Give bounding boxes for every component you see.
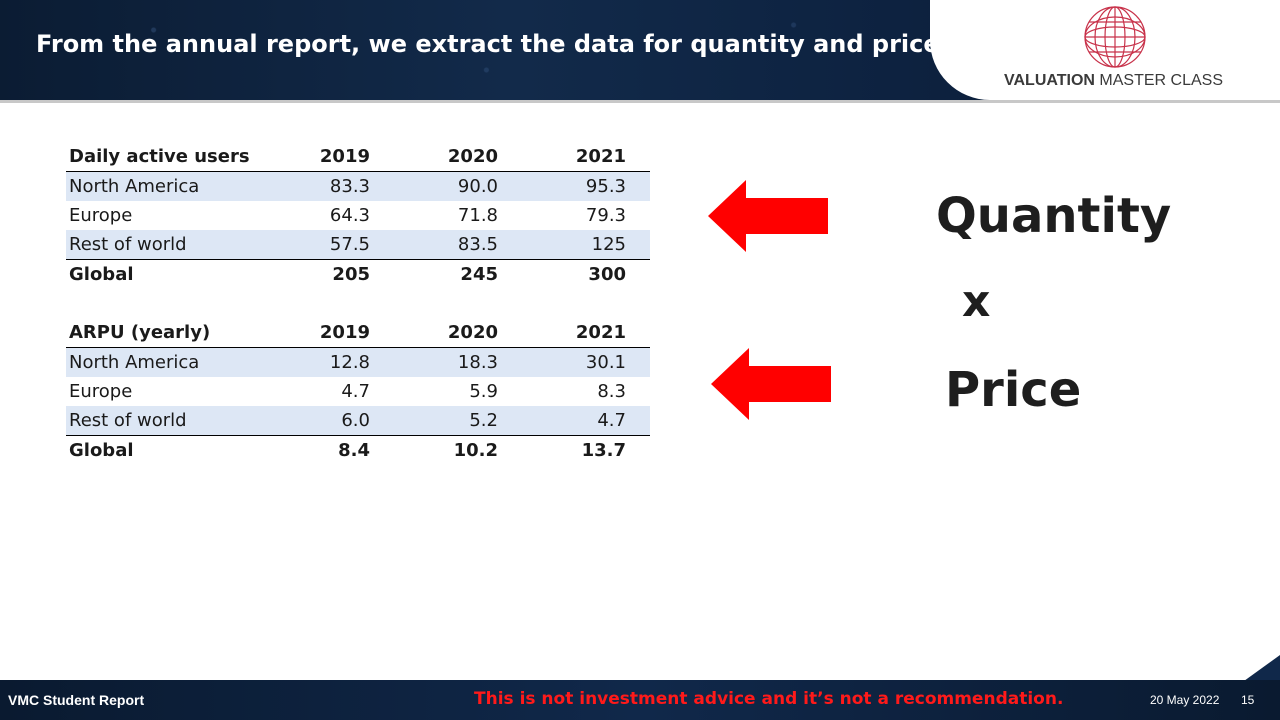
table-gap — [626, 377, 650, 406]
price-label: Price — [945, 362, 1082, 418]
column-header: ARPU (yearly) — [66, 318, 305, 348]
cell-value: 10.2 — [370, 435, 498, 465]
row-label: North America — [66, 171, 305, 201]
logo-panel — [930, 0, 1280, 100]
column-header: 2021 — [498, 318, 626, 348]
column-header: Daily active users — [66, 142, 305, 172]
column-header: 2019 — [305, 318, 370, 348]
table-gap — [626, 201, 650, 230]
row-label: Rest of world — [66, 406, 305, 436]
table-gap — [626, 171, 650, 201]
cell-value: 83.5 — [370, 230, 498, 260]
cell-value: 300 — [498, 259, 626, 289]
daily-active-users-table: Daily active users 2019 2020 2021 North … — [66, 142, 650, 289]
cell-value: 83.3 — [305, 171, 370, 201]
cell-value: 12.8 — [305, 347, 370, 377]
cell-value: 8.3 — [597, 381, 626, 402]
footer-corner-accent — [1244, 655, 1280, 681]
page-number: 15 — [1241, 693, 1255, 707]
footer-bar — [0, 680, 1280, 720]
table-header-row: Daily active users 2019 2020 2021 — [66, 142, 650, 172]
row-label: Rest of world — [66, 230, 305, 260]
cell-value: 205 — [305, 259, 370, 289]
cell-value: 8.4 — [305, 435, 370, 465]
cell-value: 5.2 — [370, 406, 498, 436]
header-divider — [0, 100, 1280, 103]
table-total-row: Global 8.4 10.2 13.7 — [66, 435, 650, 465]
quantity-label: Quantity — [936, 188, 1172, 244]
cell-value: 57.5 — [305, 230, 370, 260]
cell-value: 95.3 — [498, 171, 626, 201]
cell-value: 4.7 — [498, 406, 626, 436]
row-label: Global — [66, 259, 305, 289]
table-row: Europe 64.3 71.8 79.3 — [66, 201, 650, 230]
column-header: 2020 — [370, 318, 498, 348]
row-label: Global — [66, 435, 305, 465]
slide-title: From the annual report, we extract the d… — [36, 30, 940, 58]
left-arrow-icon — [711, 348, 831, 420]
left-arrow-icon — [708, 180, 828, 252]
row-label: Europe — [69, 381, 133, 402]
table-gap — [626, 435, 650, 465]
cell-value: 79.3 — [585, 205, 626, 226]
logo-word-rest: MASTER CLASS — [1094, 72, 1223, 89]
logo-wordmark: VALUATION MASTER CLASS — [1004, 72, 1234, 90]
multiply-sign: x — [962, 276, 991, 327]
cell-value: 6.0 — [305, 406, 370, 436]
table-row: North America 12.8 18.3 30.1 — [66, 347, 650, 377]
column-header: 2021 — [498, 142, 626, 172]
table-gap — [626, 318, 650, 348]
table-gap — [626, 142, 650, 172]
row-label: North America — [66, 347, 305, 377]
table-row: North America 83.3 90.0 95.3 — [66, 171, 650, 201]
row-label: Europe — [69, 205, 133, 226]
cell-value: 125 — [498, 230, 626, 260]
table-row: Rest of world 57.5 83.5 125 — [66, 230, 650, 260]
cell-value: 13.7 — [498, 435, 626, 465]
cell-value: 64.3 — [329, 205, 370, 226]
cell-value: 30.1 — [498, 347, 626, 377]
table-gap — [626, 259, 650, 289]
cell-value: 245 — [370, 259, 498, 289]
disclaimer-note: This is not investment advice and it’s n… — [474, 689, 1064, 709]
cell-value: 4.7 — [341, 381, 370, 402]
table-header-row: ARPU (yearly) 2019 2020 2021 — [66, 318, 650, 348]
arpu-table: ARPU (yearly) 2019 2020 2021 North Ameri… — [66, 318, 650, 465]
column-header: 2019 — [305, 142, 370, 172]
cell-value: 5.9 — [469, 381, 498, 402]
table-row: Europe 4.7 5.9 8.3 — [66, 377, 650, 406]
footer-report-name: VMC Student Report — [8, 692, 145, 708]
table-total-row: Global 205 245 300 — [66, 259, 650, 289]
table-gap — [626, 347, 650, 377]
footer-date: 20 May 2022 — [1150, 693, 1220, 707]
table-gap — [626, 230, 650, 260]
table-row: Rest of world 6.0 5.2 4.7 — [66, 406, 650, 436]
globe-icon — [1084, 6, 1146, 68]
cell-value: 71.8 — [457, 205, 498, 226]
cell-value: 18.3 — [370, 347, 498, 377]
column-header: 2020 — [370, 142, 498, 172]
logo-word-bold: VALUATION — [1004, 72, 1095, 89]
table-gap — [626, 406, 650, 436]
cell-value: 90.0 — [370, 171, 498, 201]
